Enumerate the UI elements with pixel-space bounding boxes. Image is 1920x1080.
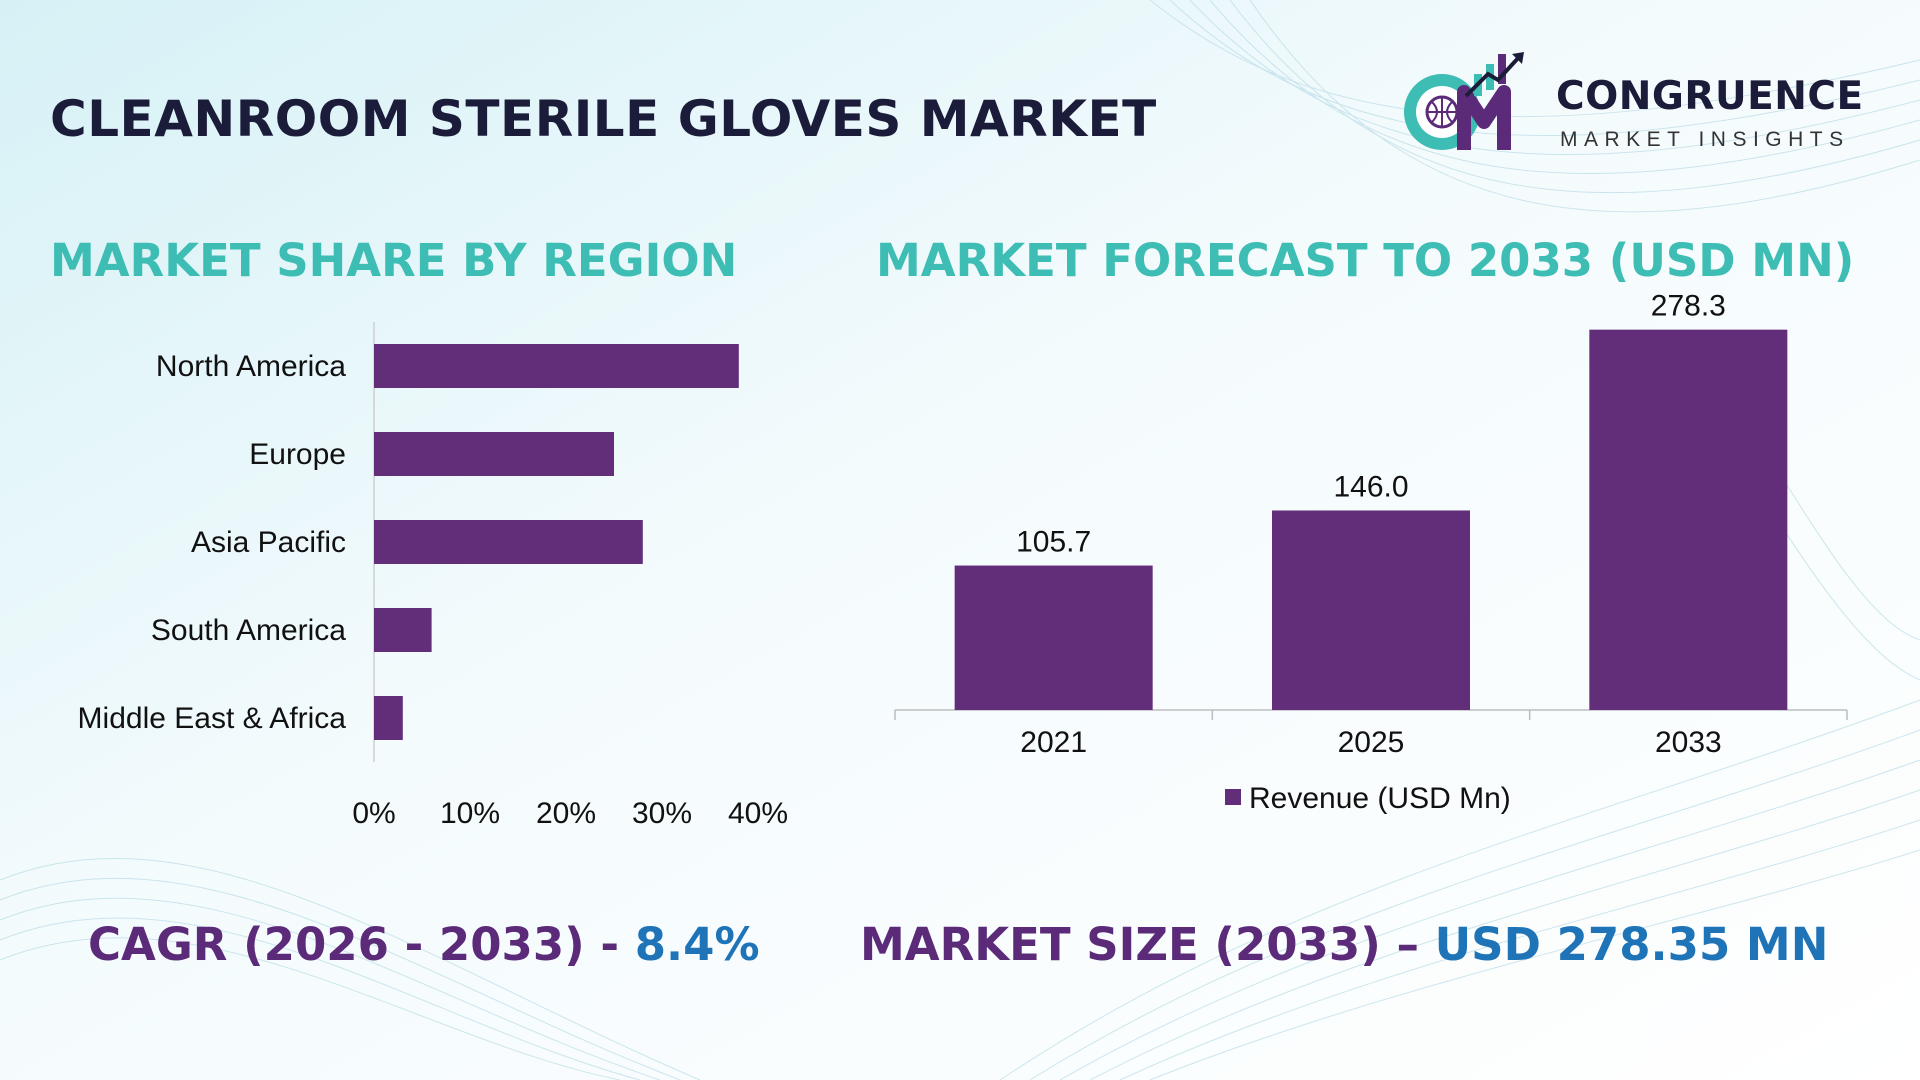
region-x-tick-label: 0% (352, 797, 395, 830)
forecast-section-title: MARKET FORECAST TO 2033 (USD MN) (876, 234, 1855, 287)
logo-tagline: MARKET INSIGHTS (1560, 128, 1850, 151)
region-section-title: MARKET SHARE BY REGION (50, 234, 738, 287)
cagr-label: CAGR (2026 - 2033) - (88, 918, 635, 971)
forecast-bar (1589, 329, 1788, 710)
legend-swatch (1225, 789, 1241, 805)
legend-label: Revenue (USD Mn) (1249, 782, 1511, 815)
region-x-tick-label: 40% (728, 797, 788, 830)
market-size-stat: MARKET SIZE (2033) – USD 278.35 MN (860, 918, 1828, 971)
region-category-label: North America (156, 350, 346, 383)
region-bar (374, 520, 643, 564)
forecast-data-label: 278.3 (1651, 290, 1726, 323)
page-title: CLEANROOM STERILE GLOVES MARKET (50, 90, 1157, 148)
region-x-tick-label: 10% (440, 797, 500, 830)
cagr-stat: CAGR (2026 - 2033) - 8.4% (88, 918, 760, 971)
forecast-x-tick-label: 2025 (1338, 726, 1405, 759)
forecast-bar (1272, 510, 1470, 710)
forecast-bar (954, 565, 1153, 710)
region-bar (374, 344, 739, 388)
forecast-x-tick-label: 2021 (1020, 726, 1087, 759)
region-category-label: Middle East & Africa (78, 702, 347, 735)
cm-globe-chart-logo-icon (1404, 52, 1524, 150)
market-size-value: USD 278.35 MN (1434, 918, 1829, 971)
region-bar (374, 696, 403, 740)
forecast-data-label: 146.0 (1333, 470, 1408, 503)
market-forecast-chart: 105.7 2021 146.0 2025 278.3 2033 Revenue (USD … (894, 290, 1848, 815)
region-bar (374, 432, 614, 476)
region-category-label: South America (151, 614, 346, 647)
forecast-x-tick-label: 2033 (1655, 726, 1722, 759)
region-share-chart: North America Europe Asia Pacific South Ame… (78, 322, 788, 830)
market-size-label: MARKET SIZE (2033) – (860, 918, 1435, 971)
region-x-tick-label: 20% (536, 797, 596, 830)
forecast-data-label: 105.7 (1016, 526, 1091, 559)
region-category-label: Asia Pacific (191, 526, 346, 559)
region-bar (374, 608, 432, 652)
logo-name: CONGRUENCE (1556, 74, 1864, 119)
region-category-label: Europe (249, 438, 346, 471)
region-x-tick-label: 30% (632, 797, 692, 830)
cagr-value: 8.4% (634, 918, 760, 971)
